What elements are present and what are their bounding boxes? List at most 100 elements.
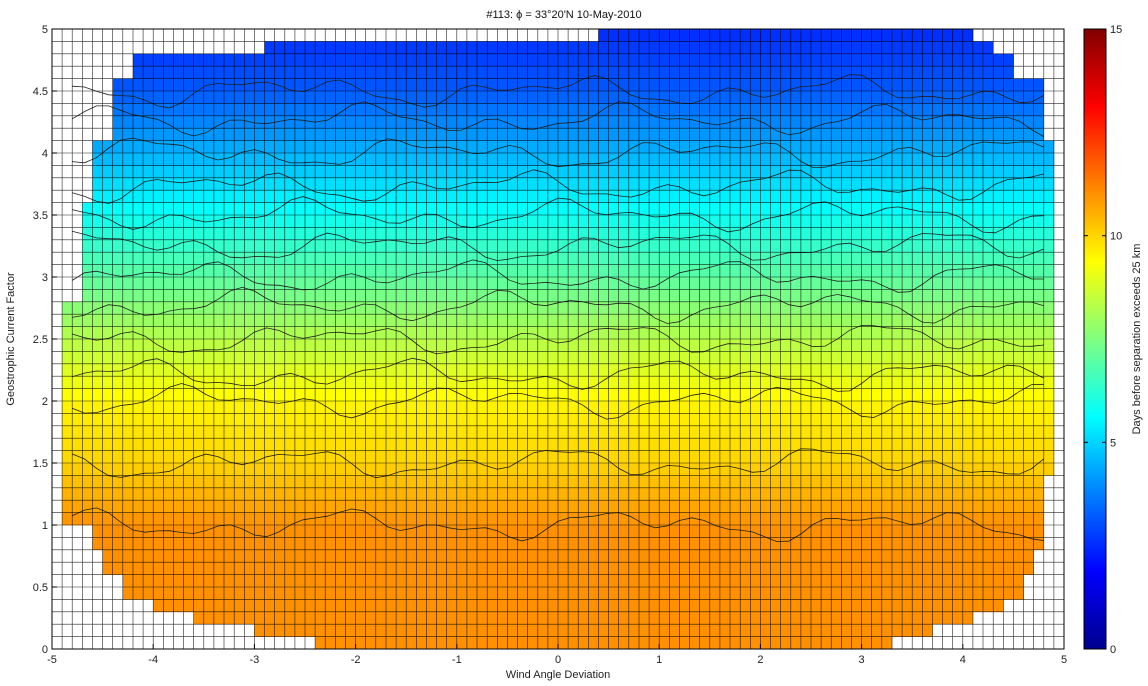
heatmap-cell xyxy=(72,512,83,526)
heatmap-cell xyxy=(1003,401,1014,414)
heatmap-cell xyxy=(143,190,154,203)
heatmap-cell xyxy=(922,301,933,315)
heatmap-cell xyxy=(153,425,164,439)
heatmap-cell xyxy=(517,277,528,290)
heatmap-cell xyxy=(537,202,549,216)
heatmap-cell xyxy=(709,239,721,253)
heatmap-cell xyxy=(821,153,832,166)
heatmap-cell xyxy=(92,301,103,315)
heatmap-cell xyxy=(800,252,812,265)
heatmap-cell xyxy=(203,450,215,464)
heatmap-cell xyxy=(993,512,1004,526)
heatmap-cell xyxy=(183,413,194,427)
heatmap-cell xyxy=(699,636,711,650)
heatmap-cell xyxy=(406,153,417,166)
heatmap-cell xyxy=(962,326,974,340)
heatmap-cell xyxy=(335,326,346,340)
heatmap-cell xyxy=(638,376,650,389)
heatmap-cell xyxy=(466,227,478,241)
heatmap-cell xyxy=(922,425,933,439)
heatmap-cell xyxy=(446,487,458,501)
heatmap-cell xyxy=(912,363,923,377)
heatmap-cell xyxy=(365,227,377,241)
heatmap-cell xyxy=(416,202,427,216)
heatmap-cell xyxy=(163,339,174,352)
heatmap-cell xyxy=(568,413,579,427)
heatmap-cell xyxy=(466,314,478,327)
heatmap-cell xyxy=(912,376,923,389)
heatmap-cell xyxy=(122,289,134,303)
heatmap-cell xyxy=(456,376,468,389)
heatmap-cell xyxy=(638,128,650,141)
heatmap-cell xyxy=(487,475,498,489)
heatmap-cell xyxy=(1003,103,1014,117)
heatmap-cell xyxy=(507,587,518,600)
heatmap-cell xyxy=(375,252,387,265)
heatmap-cell xyxy=(598,165,609,179)
heatmap-cell xyxy=(224,190,235,203)
heatmap-cell xyxy=(558,463,569,476)
heatmap-cell xyxy=(912,41,923,55)
heatmap-cell xyxy=(305,438,316,451)
heatmap-cell xyxy=(224,264,235,278)
heatmap-cell xyxy=(679,388,690,402)
heatmap-cell xyxy=(841,438,852,451)
heatmap-cell xyxy=(234,599,245,613)
heatmap-cell xyxy=(800,277,812,290)
heatmap-cell xyxy=(608,41,620,55)
heatmap-cell xyxy=(841,103,852,117)
heatmap-cell xyxy=(163,487,174,501)
heatmap-cell xyxy=(811,537,822,551)
heatmap-cell xyxy=(689,636,700,650)
heatmap-cell xyxy=(750,66,761,79)
heatmap-cell xyxy=(537,562,549,575)
heatmap-cell xyxy=(831,512,842,526)
heatmap-cell xyxy=(477,512,488,526)
heatmap-cell xyxy=(740,165,751,179)
heatmap-cell xyxy=(132,103,144,117)
heatmap-cell xyxy=(315,537,326,551)
heatmap-cell xyxy=(355,363,367,377)
heatmap-cell xyxy=(355,450,367,464)
heatmap-cell xyxy=(649,215,660,228)
heatmap-cell xyxy=(153,53,164,67)
heatmap-cell xyxy=(547,512,559,526)
heatmap-cell xyxy=(436,289,447,303)
heatmap-cell xyxy=(224,450,235,464)
heatmap-cell xyxy=(993,376,1004,389)
heatmap-cell xyxy=(517,339,528,352)
heatmap-cell xyxy=(618,376,630,389)
heatmap-cell xyxy=(284,463,296,476)
heatmap-cell xyxy=(912,140,923,154)
heatmap-cell xyxy=(628,500,640,513)
heatmap-cell xyxy=(183,549,194,563)
heatmap-cell xyxy=(264,463,275,476)
heatmap-cell xyxy=(891,339,903,352)
heatmap-cell xyxy=(871,611,883,625)
heatmap-cell xyxy=(659,425,670,439)
heatmap-cell xyxy=(203,153,215,166)
heatmap-cell xyxy=(699,165,711,179)
heatmap-cell xyxy=(466,413,478,427)
heatmap-cell xyxy=(679,326,690,340)
heatmap-cell xyxy=(102,512,114,526)
heatmap-cell xyxy=(112,537,124,551)
heatmap-cell xyxy=(932,611,943,625)
heatmap-cell xyxy=(173,574,184,588)
heatmap-cell xyxy=(183,574,194,588)
heatmap-cell xyxy=(274,66,286,79)
heatmap-cell xyxy=(446,363,458,377)
heatmap-cell xyxy=(942,202,953,216)
heatmap-cell xyxy=(922,624,933,637)
heatmap-cell xyxy=(760,363,771,377)
heatmap-cell xyxy=(709,512,721,526)
heatmap-cell xyxy=(932,376,943,389)
heatmap-cell xyxy=(122,165,134,179)
heatmap-cell xyxy=(831,215,842,228)
heatmap-cell xyxy=(628,66,640,79)
heatmap-cell xyxy=(972,512,984,526)
heatmap-cell xyxy=(203,202,215,216)
heatmap-cell xyxy=(649,587,660,600)
heatmap-cell xyxy=(406,91,417,104)
heatmap-cell xyxy=(962,314,974,327)
